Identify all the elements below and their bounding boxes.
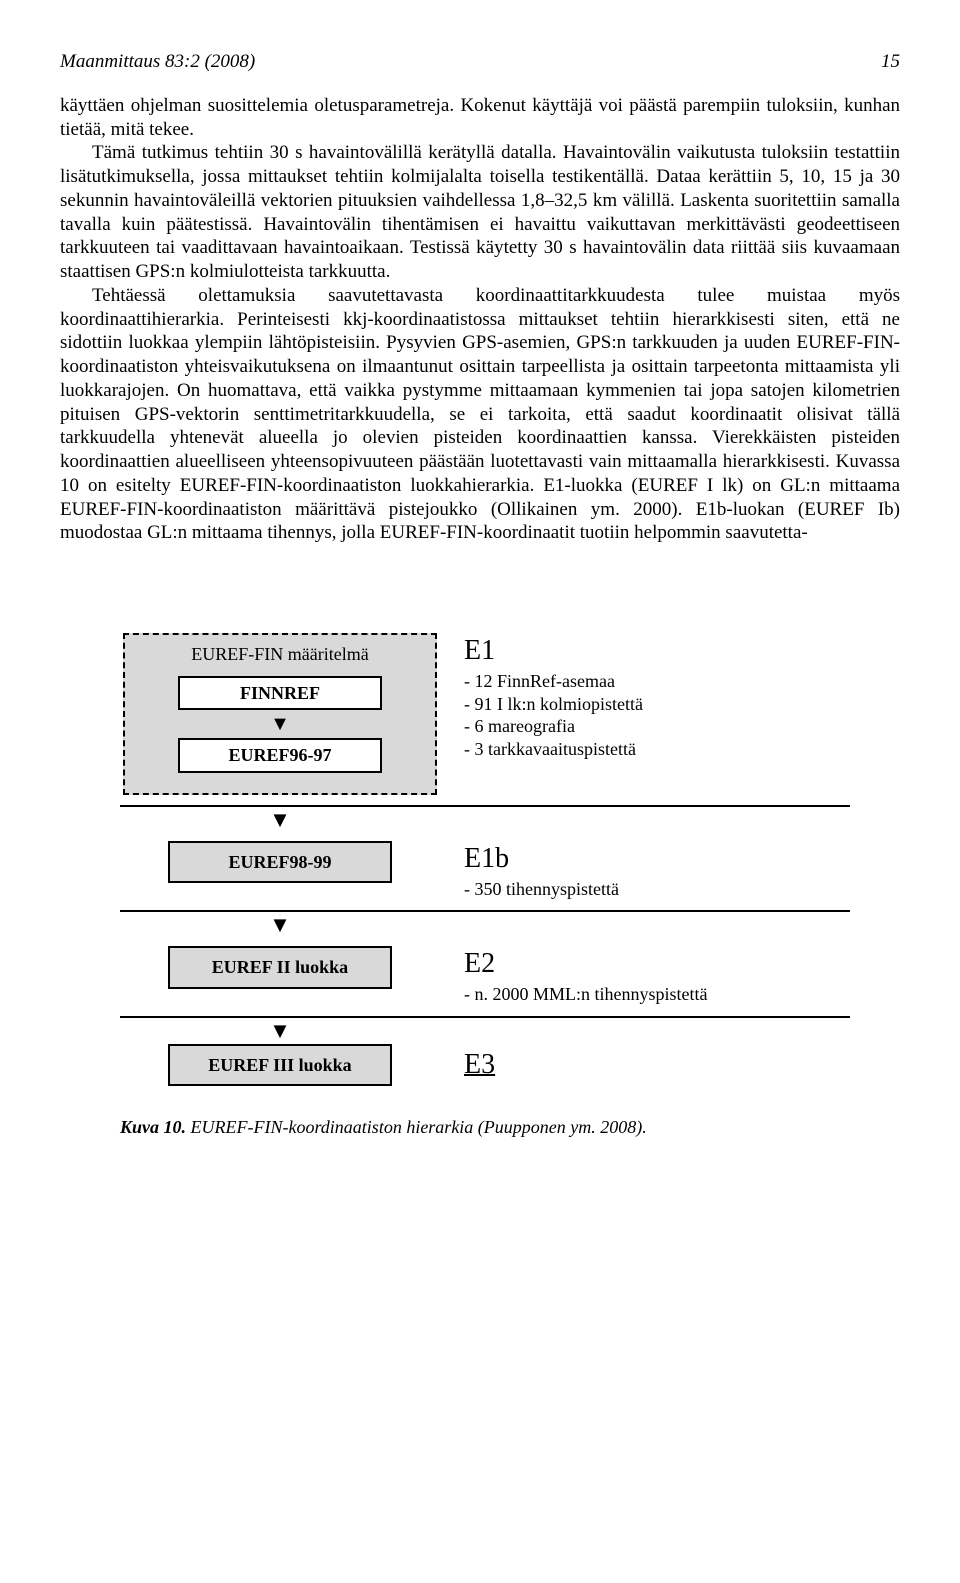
e3-label: E3 (464, 1047, 495, 1082)
caption-bold: Kuva 10. (120, 1117, 186, 1137)
euref9697-box: EUREF96-97 (178, 738, 382, 773)
figure-caption: Kuva 10. EUREF-FIN-koordinaatiston hiera… (120, 1116, 900, 1139)
euref-fin-definition-box: EUREF-FIN määritelmä FINNREF ▼ EUREF96-9… (123, 633, 437, 795)
hierarchy-diagram: EUREF-FIN määritelmä FINNREF ▼ EUREF96-9… (120, 625, 850, 1086)
e1-items: - 12 FinnRef-asemaa - 91 I lk:n kolmiopi… (464, 670, 643, 760)
definition-title: EUREF-FIN määritelmä (191, 643, 368, 666)
header-left: Maanmittaus 83:2 (2008) (60, 50, 255, 74)
body-text: käyttäen ohjelman suosittelemia oletuspa… (60, 94, 900, 545)
e1b-label: E1b (464, 841, 619, 876)
euref9899-box: EUREF98-99 (168, 841, 392, 884)
diagram-row-e2: EUREF II luokka E2 - n. 2000 MML:n tihen… (120, 938, 850, 1018)
arrow-icon: ▼ (270, 714, 290, 734)
e1-label: E1 (464, 633, 643, 668)
euref-iii-box: EUREF III luokka (168, 1044, 392, 1087)
diagram-row-e3: EUREF III luokka E3 (120, 1044, 850, 1087)
e1b-items: - 350 tihennyspistettä (464, 878, 619, 901)
page-header: Maanmittaus 83:2 (2008) 15 (60, 50, 900, 74)
paragraph-1: käyttäen ohjelman suosittelemia oletuspa… (60, 94, 900, 142)
arrow-icon: ▼ (269, 1020, 291, 1042)
euref-ii-box: EUREF II luokka (168, 946, 392, 989)
arrow-icon: ▼ (269, 809, 291, 831)
e2-items: - n. 2000 MML:n tihennyspistettä (464, 983, 707, 1006)
header-right: 15 (881, 50, 900, 74)
arrow-icon: ▼ (269, 914, 291, 936)
e2-label: E2 (464, 946, 707, 981)
finnref-box: FINNREF (178, 676, 382, 711)
paragraph-3: Tehtäessä olettamuksia saavutettavasta k… (60, 284, 900, 545)
caption-rest: EUREF-FIN-koordinaatiston hierarkia (Puu… (186, 1117, 647, 1137)
paragraph-2: Tämä tutkimus tehtiin 30 s havaintovälil… (60, 141, 900, 284)
diagram-row-e1b: EUREF98-99 E1b - 350 tihennyspistettä (120, 833, 850, 913)
diagram-row-e1: EUREF-FIN määritelmä FINNREF ▼ EUREF96-9… (120, 625, 850, 807)
